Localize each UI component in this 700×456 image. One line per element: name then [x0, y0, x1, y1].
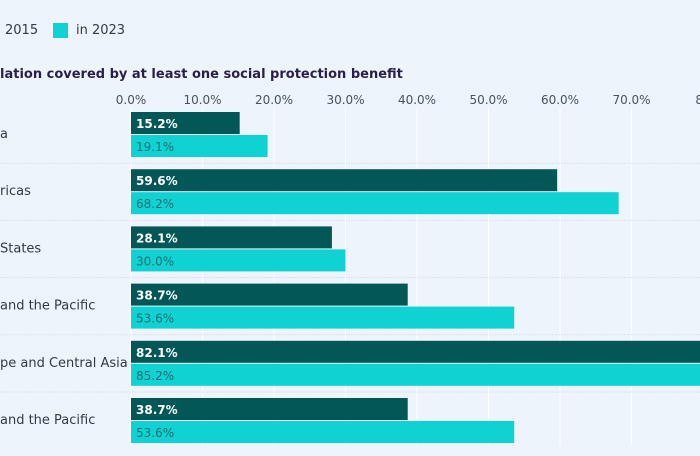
data-label: 15.2% [136, 117, 178, 131]
x-tick-label: 60.0% [541, 93, 579, 107]
category-label: pe and Central Asia [0, 356, 128, 371]
category-label: a [0, 127, 8, 142]
category-label: and the Pacific [0, 299, 95, 314]
bar-2015 [131, 398, 408, 420]
bar-2023 [131, 306, 515, 329]
category-label: ricas [0, 184, 31, 199]
bar-2023 [131, 363, 700, 386]
bar-2015 [131, 340, 700, 363]
legend-label: in 2023 [76, 23, 126, 38]
category-label: and the Pacific [0, 413, 95, 428]
bar-2023 [131, 249, 346, 272]
legend-swatch [53, 23, 68, 38]
legend-item-2023[interactable]: in 2023 [53, 23, 125, 38]
data-label: 59.6% [136, 174, 178, 188]
legend-item-2015[interactable]: 2015 [5, 23, 38, 38]
x-tick-label: 20.0% [255, 93, 293, 107]
legend-label: 2015 [5, 23, 39, 38]
data-label: 53.6% [136, 312, 174, 326]
chart-title: lation covered by at least one social pr… [0, 67, 403, 82]
x-tick-label: 0.0% [116, 93, 147, 107]
bar-2015 [131, 226, 332, 249]
bar-2015 [131, 112, 240, 134]
bar-2023 [131, 135, 268, 157]
x-tick-label: 70.0% [612, 93, 650, 107]
bar-2015 [131, 283, 408, 306]
bar-2023 [131, 421, 515, 443]
x-tick-label: 40.0% [398, 93, 436, 107]
x-tick-label: 10.0% [183, 93, 221, 107]
data-label: 19.1% [136, 140, 174, 154]
x-tick-label: 30.0% [326, 93, 364, 107]
data-label: 30.0% [136, 254, 174, 268]
data-label: 38.7% [136, 289, 178, 303]
data-label: 68.2% [136, 197, 174, 211]
data-label: 82.1% [136, 346, 178, 360]
bar-2023 [131, 192, 619, 215]
bar-2015 [131, 169, 558, 192]
x-tick-label: 80 [695, 93, 700, 107]
data-label: 38.7% [136, 403, 178, 417]
data-label: 28.1% [136, 231, 178, 245]
data-label: 85.2% [136, 369, 174, 383]
category-label: States [0, 241, 41, 256]
data-label: 53.6% [136, 426, 174, 440]
x-tick-label: 50.0% [469, 93, 507, 107]
